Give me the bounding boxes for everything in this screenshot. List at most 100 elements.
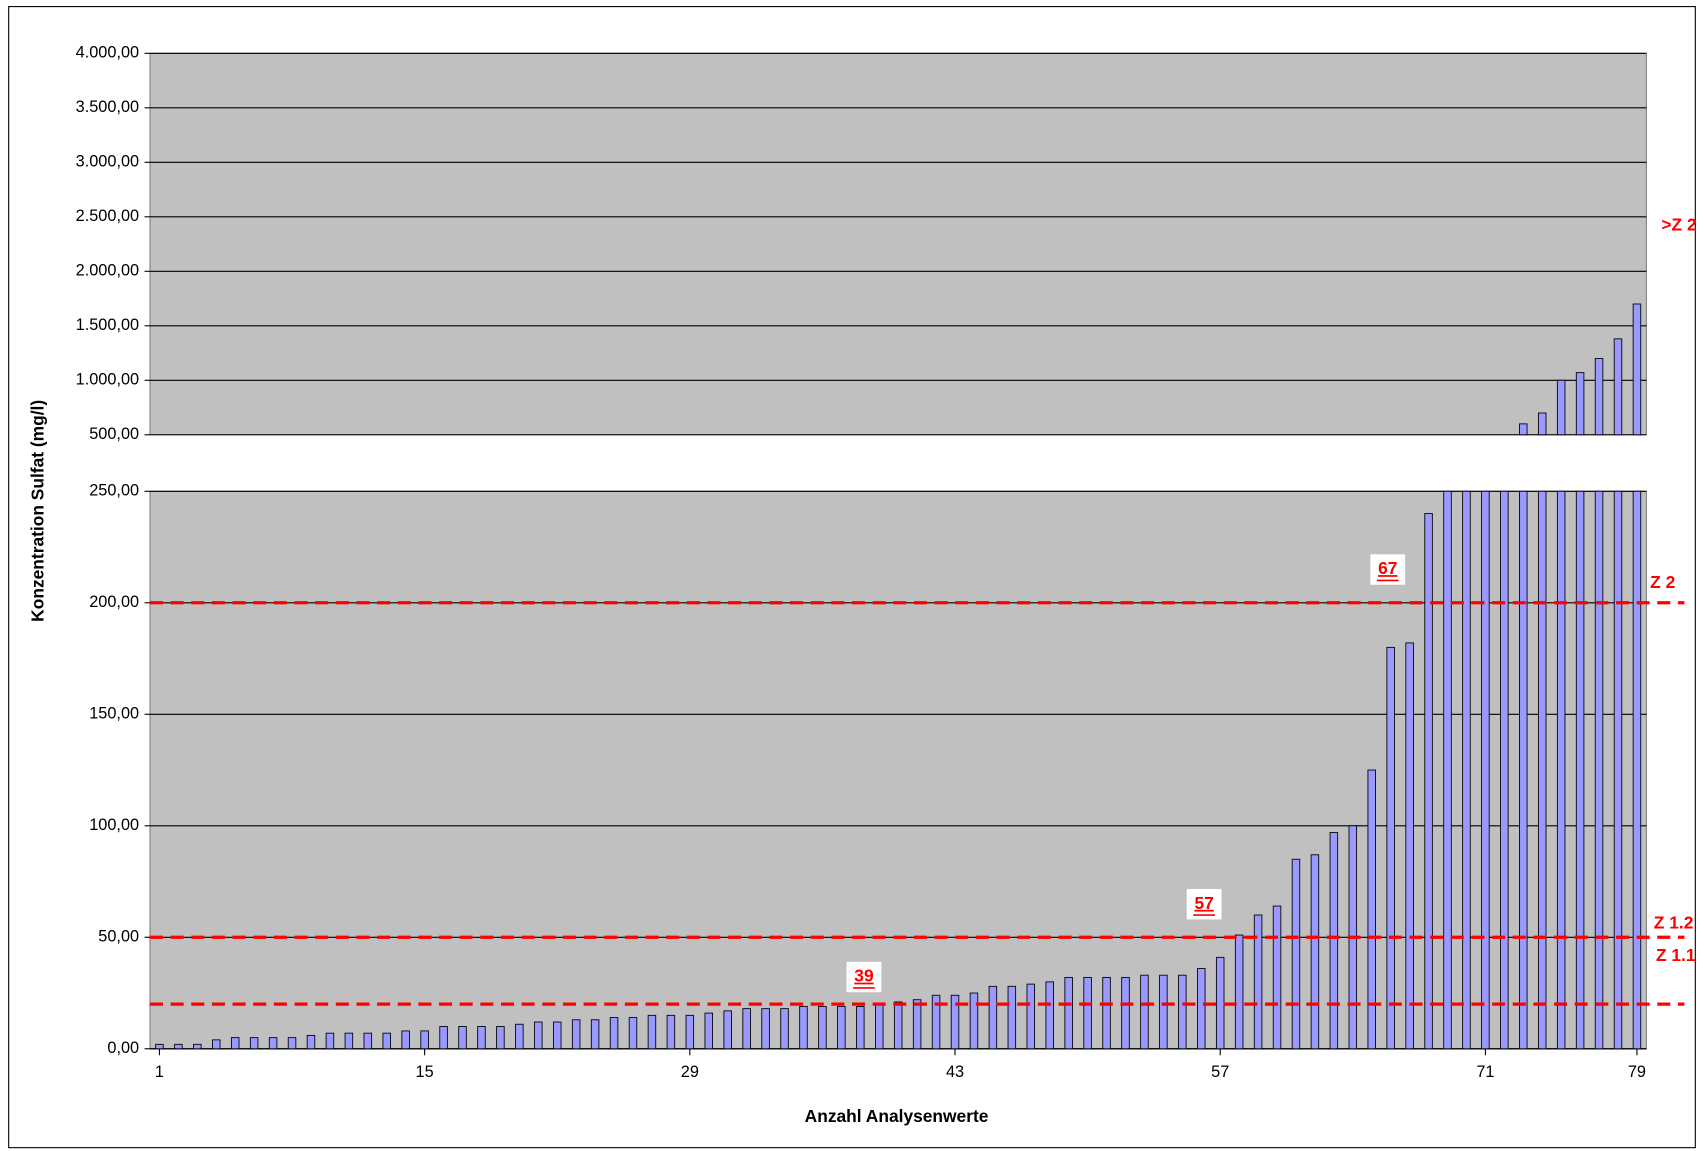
bar [1594,358,1604,436]
bar [1178,974,1187,1050]
bar [1537,490,1547,1050]
bar [1234,934,1244,1050]
bar [780,1008,789,1050]
bar [609,1017,619,1050]
y-tick-label: 0,00 [107,1039,139,1057]
bar [1481,490,1490,1050]
bar [1159,974,1168,1050]
y-tick-label: 250,00 [89,482,139,500]
bar [1102,976,1111,1050]
bar [439,1026,448,1050]
bar [1329,832,1339,1050]
bar [1367,769,1376,1050]
bar [268,1037,278,1050]
bar [1613,490,1623,1050]
bar [458,1026,467,1050]
x-tick-label: 1 [155,1063,164,1081]
bar [875,1003,884,1050]
bar [1140,974,1149,1050]
lower-plot-area [149,490,1647,1050]
bar [1386,646,1395,1050]
bar [1083,976,1092,1050]
bar [931,994,941,1050]
bar [401,1030,410,1050]
bar [837,1005,846,1050]
bar [1121,976,1130,1050]
annotation: 39 [854,966,874,986]
bar [212,1039,221,1050]
bar [856,1005,865,1050]
bar [761,1008,770,1050]
x-tick-label: 43 [946,1063,964,1081]
y-tick-label: 3.500,00 [76,98,139,116]
bar [1519,490,1528,1050]
bar [912,999,922,1050]
bar [230,1037,240,1050]
bar [723,1010,732,1050]
x-axis-title: Anzahl Analysenwerte [805,1106,989,1126]
bar [287,1037,297,1050]
bar [1594,490,1604,1050]
y-tick-label: 150,00 [89,705,139,723]
threshold-label: Z 1.1 [1656,945,1696,965]
bar [1537,412,1547,436]
bar [1291,858,1301,1050]
bar [1556,490,1566,1050]
x-tick-label: 57 [1211,1063,1229,1081]
bar [344,1032,354,1050]
bar [647,1014,657,1050]
bar [1632,490,1642,1050]
threshold-label: Z 2 [1650,572,1675,592]
bar [1575,372,1585,436]
bar [193,1043,202,1050]
bar [1556,379,1566,436]
y-tick-label: 100,00 [89,816,139,834]
upper-annotation: >Z 2 [1661,215,1696,235]
bar [249,1037,259,1050]
bar [1405,642,1414,1050]
bar [1026,983,1036,1050]
bar [1215,956,1225,1050]
bar [382,1032,391,1050]
bar [363,1032,373,1050]
bar [1632,303,1642,436]
bar [590,1019,600,1050]
bar [1613,338,1623,436]
bar [628,1017,638,1050]
y-tick-label: 2.500,00 [76,207,139,225]
bar [155,1043,164,1050]
annotation: 67 [1378,558,1397,578]
bar [704,1012,714,1050]
y-tick-label: 1.000,00 [76,371,139,389]
y-tick-label: 1.500,00 [76,316,139,334]
y-tick-label: 200,00 [89,593,139,611]
bar [742,1008,751,1050]
bar [325,1032,335,1050]
annotation: 57 [1194,893,1213,913]
bar [1519,423,1528,436]
bar [1045,981,1054,1050]
bar [571,1019,581,1050]
bar [1575,490,1585,1050]
bar [988,985,998,1050]
bar [893,1001,903,1050]
bar [515,1023,524,1050]
bar [799,1005,808,1050]
x-tick-label: 71 [1476,1063,1494,1081]
bar [950,994,960,1050]
x-tick-label: 15 [416,1063,434,1081]
bar [685,1014,695,1050]
y-tick-label: 4.000,00 [76,44,139,62]
bar [1272,905,1282,1050]
bar [496,1026,505,1050]
bar [1064,976,1073,1050]
bar [534,1021,543,1050]
bar [1500,490,1509,1050]
y-tick-label: 2.000,00 [76,262,139,280]
bar [1443,490,1452,1050]
bar [1197,968,1206,1050]
threshold-label: Z 1.2 [1654,912,1694,932]
bar [306,1034,316,1050]
bar [1462,490,1471,1050]
